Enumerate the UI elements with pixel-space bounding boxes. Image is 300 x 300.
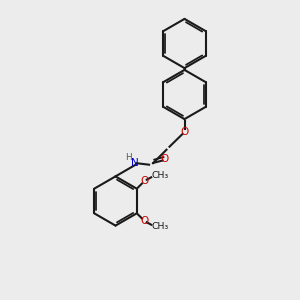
Text: O: O bbox=[140, 176, 148, 186]
Text: N: N bbox=[131, 158, 139, 168]
Text: CH₃: CH₃ bbox=[152, 222, 169, 231]
Text: O: O bbox=[140, 216, 148, 226]
Text: CH₃: CH₃ bbox=[152, 171, 169, 180]
Text: H: H bbox=[125, 153, 132, 162]
Text: O: O bbox=[180, 127, 189, 137]
Text: O: O bbox=[161, 154, 169, 164]
